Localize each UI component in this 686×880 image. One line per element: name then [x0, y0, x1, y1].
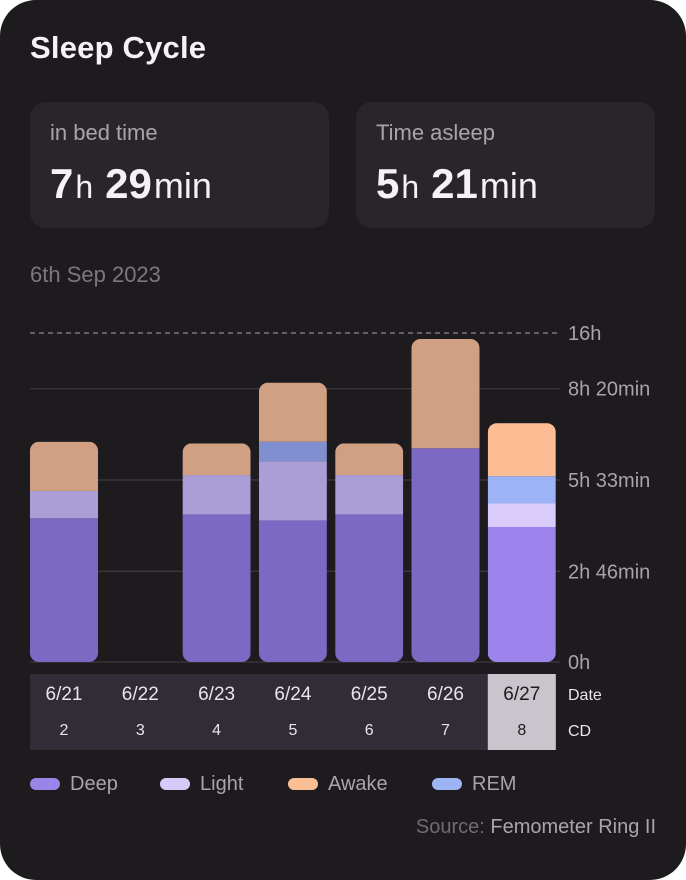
- cycle-day-label: 2: [60, 722, 69, 739]
- y-tick-label: 0h: [568, 652, 590, 674]
- date-row-label: Date: [568, 687, 602, 704]
- cd-row-label: CD: [568, 723, 591, 740]
- source-device: Femometer Ring II: [490, 816, 656, 838]
- legend-awake: Awake: [288, 772, 388, 796]
- bar-segment-rem: [487, 476, 556, 504]
- legend-awake-swatch: [288, 778, 318, 790]
- bar-6-26: [411, 338, 480, 662]
- cycle-day-label: 6: [365, 722, 374, 739]
- asleep-minutes: 21: [431, 160, 478, 207]
- chart-date: 6th Sep 2023: [30, 262, 161, 287]
- bar-segment-awake: [182, 443, 251, 476]
- in-bed-minutes: 29: [105, 160, 152, 207]
- asleep-hours: 5: [376, 160, 400, 207]
- bar-6-23: [182, 443, 251, 662]
- asleep-minutes-unit: min: [479, 165, 538, 206]
- legend-light: Light: [160, 772, 243, 796]
- cycle-day-label: 5: [288, 722, 297, 739]
- bar-segment-deep: [182, 514, 251, 662]
- legend-light-swatch: [160, 778, 190, 790]
- legend-rem-label: REM: [472, 772, 517, 795]
- bar-segment-light: [182, 475, 251, 515]
- time-asleep-stat: Time asleep 5h 21min: [356, 102, 655, 228]
- bar-segment-deep: [487, 526, 556, 662]
- legend-rem-swatch: [432, 778, 462, 790]
- cycle-day-label: 8: [517, 722, 526, 739]
- in-bed-time-label: in bed time: [50, 120, 158, 145]
- cycle-day-label: 3: [136, 722, 145, 739]
- y-tick-label: 8h 20min: [568, 379, 650, 401]
- date-label: 6/21: [46, 684, 83, 705]
- bar-segment-rem: [258, 441, 327, 462]
- sleep-stacked-bar-chart: 0h 2h 46min 5h 33min 8h 20min 16h 6/21 2 6/22 3 6…: [30, 323, 650, 750]
- bar-6-25: [335, 443, 404, 662]
- legend-deep-swatch: [30, 778, 60, 790]
- bar-segment-deep: [411, 448, 480, 662]
- legend-deep: Deep: [30, 772, 118, 796]
- date-cd-table: [30, 674, 557, 750]
- legend-deep-label: Deep: [70, 772, 118, 795]
- bar-segment-awake: [258, 382, 327, 442]
- legend-light-label: Light: [200, 772, 244, 795]
- bar-6-24: [258, 382, 327, 662]
- bar-segment-awake: [335, 443, 404, 476]
- date-label: 6/26: [427, 684, 464, 705]
- bar-6-27: [487, 423, 556, 662]
- data-source: Source: Femometer Ring II: [416, 816, 656, 839]
- in-bed-time-value: 7h 29min: [50, 160, 212, 208]
- bar-segment-light: [258, 461, 327, 521]
- bar-segment-light: [30, 490, 98, 519]
- y-tick-label: 5h 33min: [568, 470, 650, 492]
- source-prefix: Source:: [415, 816, 491, 838]
- date-label: 6/22: [122, 684, 159, 705]
- date-label: 6/27: [503, 684, 540, 705]
- time-asleep-label: Time asleep: [376, 120, 496, 145]
- bar-segment-awake: [30, 441, 98, 491]
- in-bed-hours: 7: [50, 160, 74, 207]
- y-tick-label: 2h 46min: [568, 561, 650, 583]
- bar-segment-awake: [411, 338, 480, 449]
- legend-rem: REM: [432, 772, 516, 796]
- bar-segment-deep: [335, 514, 404, 662]
- cycle-day-label: 4: [212, 722, 221, 739]
- bar-6-21: [30, 441, 98, 662]
- selected-day-highlight: [487, 674, 556, 750]
- cycle-day-label: 7: [441, 722, 450, 739]
- bar-segment-light: [487, 503, 556, 527]
- date-label: 6/23: [198, 684, 235, 705]
- bar-segment-deep: [30, 518, 98, 662]
- legend-awake-label: Awake: [328, 772, 388, 795]
- in-bed-minutes-unit: min: [153, 165, 212, 206]
- date-label: 6/25: [351, 684, 388, 705]
- bar-segment-light: [335, 475, 404, 515]
- asleep-hours-unit: h: [401, 169, 420, 205]
- card-title: Sleep Cycle: [30, 30, 207, 65]
- time-asleep-value: 5h 21min: [376, 160, 538, 208]
- bar-segment-awake: [487, 423, 556, 477]
- in-bed-hours-unit: h: [75, 169, 94, 205]
- y-tick-label: 16h: [568, 323, 601, 345]
- date-label: 6/24: [274, 684, 311, 705]
- in-bed-time-stat: in bed time 7h 29min: [30, 102, 329, 228]
- bar-segment-deep: [258, 520, 327, 662]
